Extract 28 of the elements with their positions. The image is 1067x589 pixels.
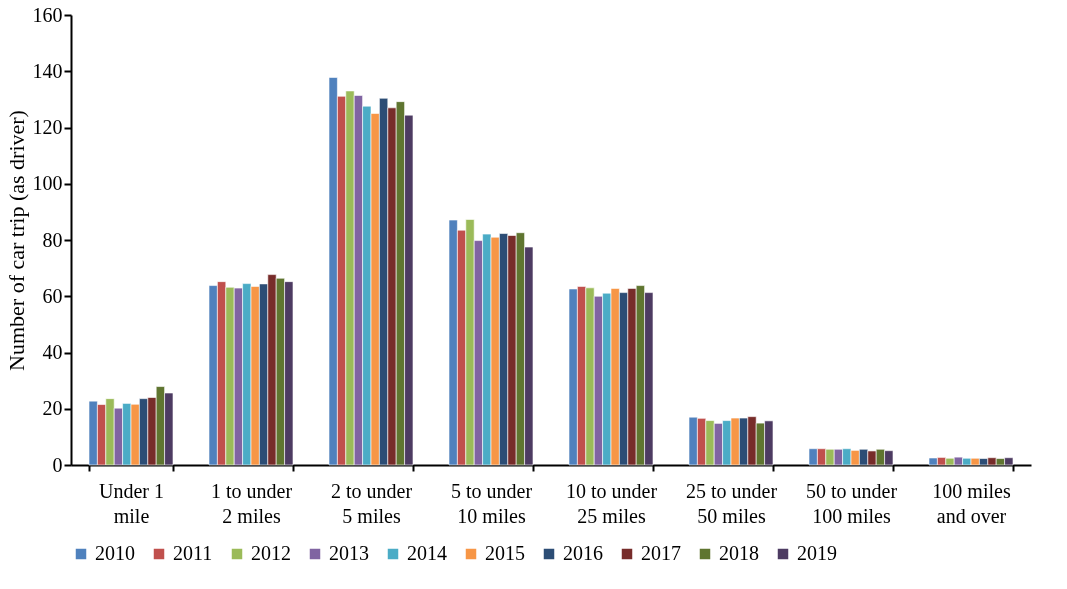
x-tick-label: 2 to under 5 miles bbox=[330, 479, 413, 527]
legend-label: 2011 bbox=[173, 542, 213, 564]
x-tick-label: 100 miles and over bbox=[932, 479, 1011, 527]
legend-label: 2019 bbox=[797, 542, 837, 564]
legend-label: 2018 bbox=[719, 542, 759, 564]
y-tick-label: 40 bbox=[42, 341, 63, 363]
x-tick-label: 5 to under 10 miles bbox=[450, 479, 533, 527]
y-tick-label: 20 bbox=[42, 397, 63, 420]
legend-label: 2014 bbox=[407, 542, 447, 564]
legend-label: 2017 bbox=[641, 542, 681, 564]
x-tick-label: 10 to under 25 miles bbox=[565, 479, 658, 527]
legend-label: 2010 bbox=[95, 542, 135, 564]
y-tick-label: 60 bbox=[42, 284, 63, 307]
legend-label: 2016 bbox=[563, 542, 603, 564]
y-tick-label: 80 bbox=[42, 228, 63, 251]
y-tick-label: 140 bbox=[32, 59, 63, 82]
x-tick-label: 25 to under 50 miles bbox=[685, 479, 778, 527]
x-tick-label: 1 to under 2 miles bbox=[210, 479, 293, 527]
y-tick-label: 0 bbox=[52, 453, 63, 476]
x-tick-label: Under 1 mile bbox=[99, 479, 164, 527]
y-tick-label: 160 bbox=[32, 3, 63, 26]
y-tick-label: 120 bbox=[32, 116, 63, 138]
x-tick-label: 50 to under 100 miles bbox=[805, 479, 898, 527]
legend-label: 2012 bbox=[251, 542, 291, 564]
legend-label: 2013 bbox=[329, 542, 369, 564]
y-tick-label: 100 bbox=[32, 172, 63, 195]
legend-label: 2015 bbox=[485, 542, 525, 564]
y-axis-title: Number of car trip (as driver) bbox=[3, 110, 29, 371]
